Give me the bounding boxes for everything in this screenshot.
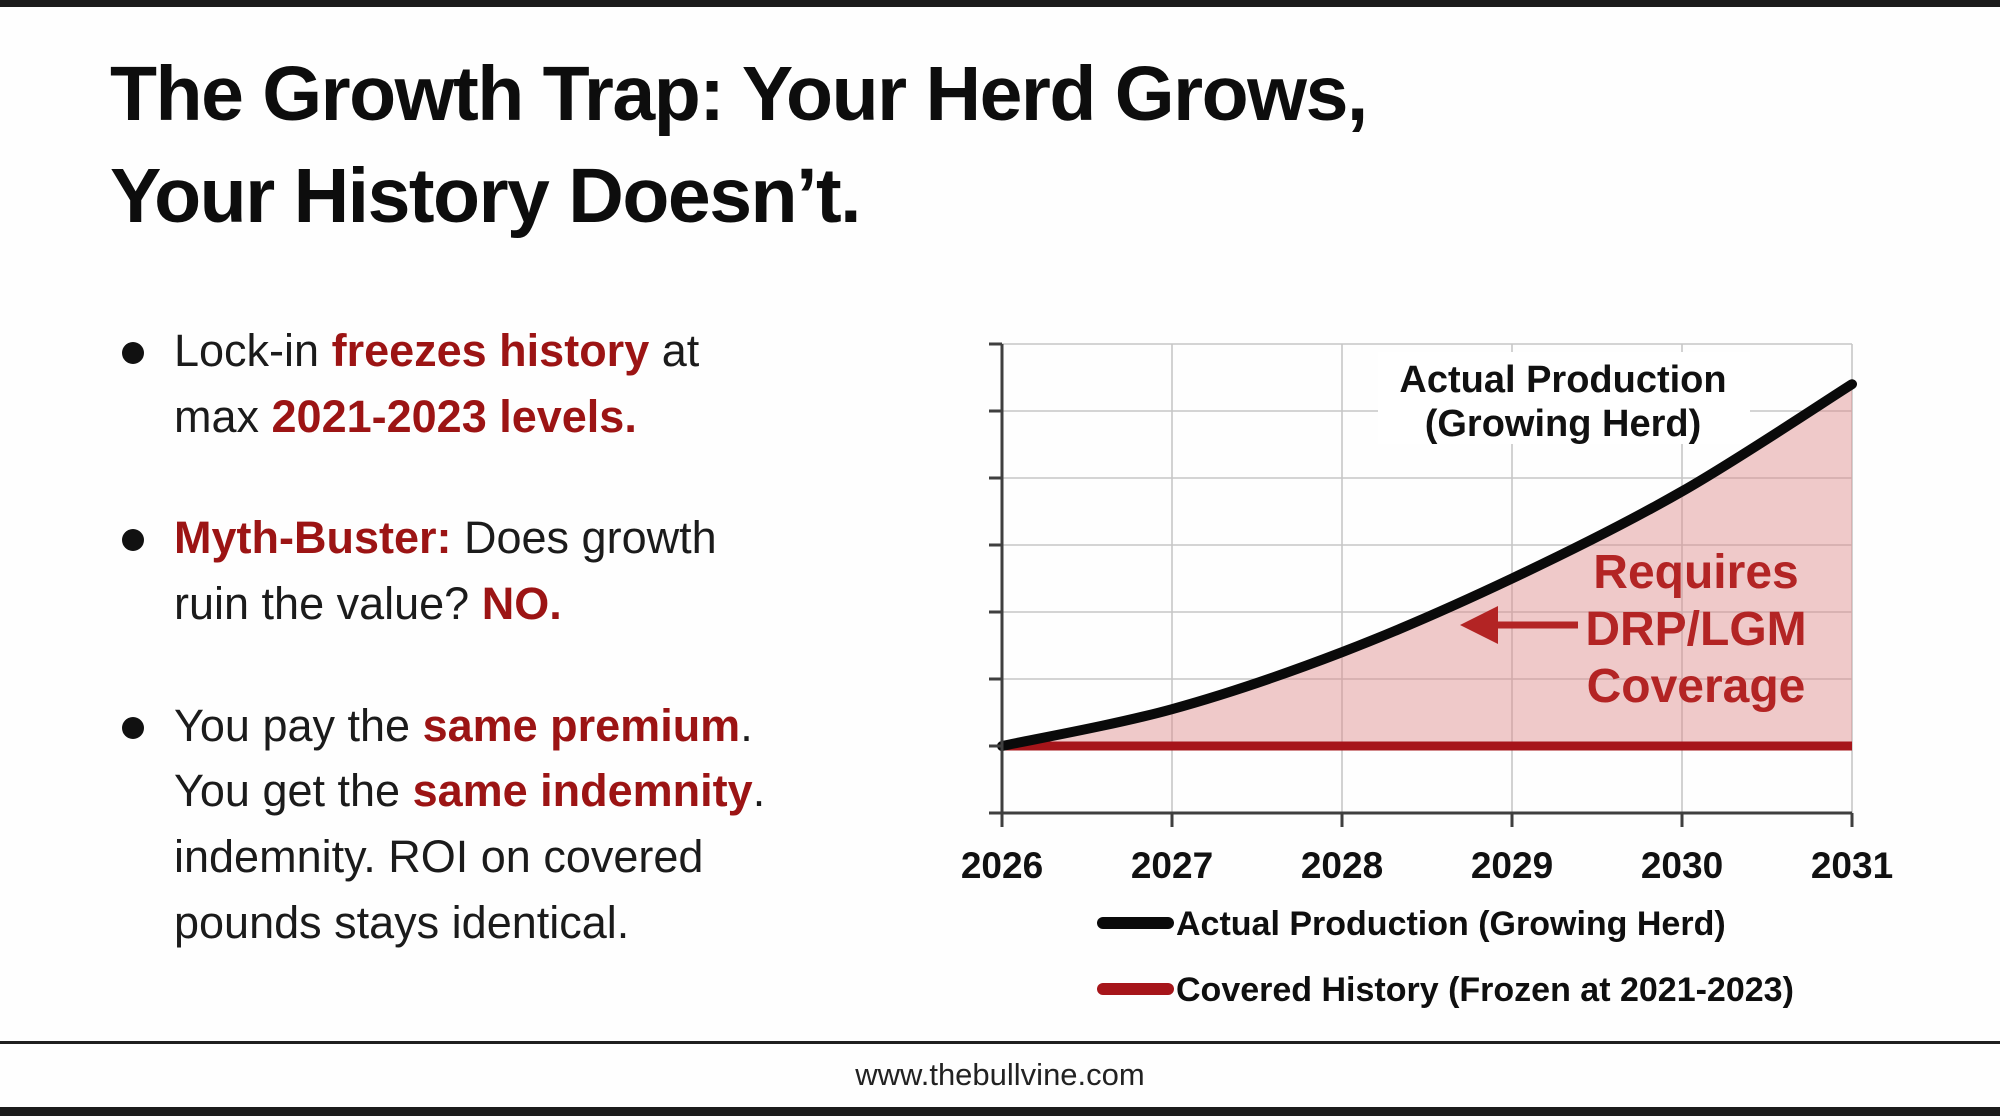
- bullet-text: Lock-in freezes history at max 2021-2023 …: [174, 325, 700, 442]
- bullet-text: You pay the same premium. You get the sam…: [174, 699, 766, 948]
- bullet-list: Lock-in freezes history at max 2021-2023 …: [122, 318, 902, 1012]
- series-label-text: Actual Production: [1399, 359, 1726, 401]
- bullet-dot-icon: [122, 342, 144, 364]
- footer-divider: [0, 1041, 2000, 1044]
- slide-title-line2: Your History Doesn’t.: [110, 152, 862, 239]
- top-edge-bar: [0, 0, 2000, 7]
- bullet-dot-icon: [122, 529, 144, 552]
- coverage-note-text: Requires: [1593, 546, 1798, 599]
- bottom-edge-bar: [0, 1107, 2000, 1116]
- production-chart: 2026 2027 2028 2029 2030 2031 Actual Productio…: [955, 330, 1945, 1020]
- x-tick-label: 2031: [1811, 845, 1893, 886]
- x-tick-label: 2029: [1471, 845, 1553, 886]
- footer-url: www.thebullvine.com: [855, 1057, 1145, 1092]
- bullet-dot-icon: [122, 716, 144, 739]
- actual-production-line: [997, 379, 1857, 751]
- x-tick-label: 2026: [961, 845, 1043, 886]
- coverage-note-text: DRP/LGM: [1585, 603, 1806, 656]
- production-chart-svg: 2026 2027 2028 2029 2030 2031 Actual Productio…: [961, 342, 1893, 1009]
- series-label-text: (Growing Herd): [1425, 403, 1702, 445]
- legend-label: Covered History (Frozen at 2021-2023): [1176, 971, 1794, 1009]
- slide-title: The Growth Trap: Your Herd Grows, Your H…: [110, 44, 1870, 247]
- legend-label: Actual Production (Growing Herd): [1176, 905, 1726, 943]
- bullet-text: Myth-Buster: Does growth ruin the value? …: [174, 512, 717, 630]
- slide-title-line1: The Growth Trap: Your Herd Grows,: [110, 51, 1368, 137]
- bullet-item: Myth-Buster: Does growth ruin the value? …: [122, 505, 902, 636]
- x-tick-label: 2030: [1641, 845, 1723, 886]
- series-label-backdrop: [1378, 352, 1750, 444]
- left-arrow-icon: [1460, 606, 1498, 644]
- bullet-item: You pay the same premium. You get the sam…: [122, 693, 902, 956]
- x-tick-label: 2028: [1301, 845, 1383, 886]
- coverage-gap-area: [1002, 384, 1852, 746]
- coverage-note-text: Coverage: [1587, 660, 1806, 713]
- x-tick-label: 2027: [1131, 845, 1213, 886]
- bullet-item: Lock-in freezes history at max 2021-2023 …: [122, 318, 902, 449]
